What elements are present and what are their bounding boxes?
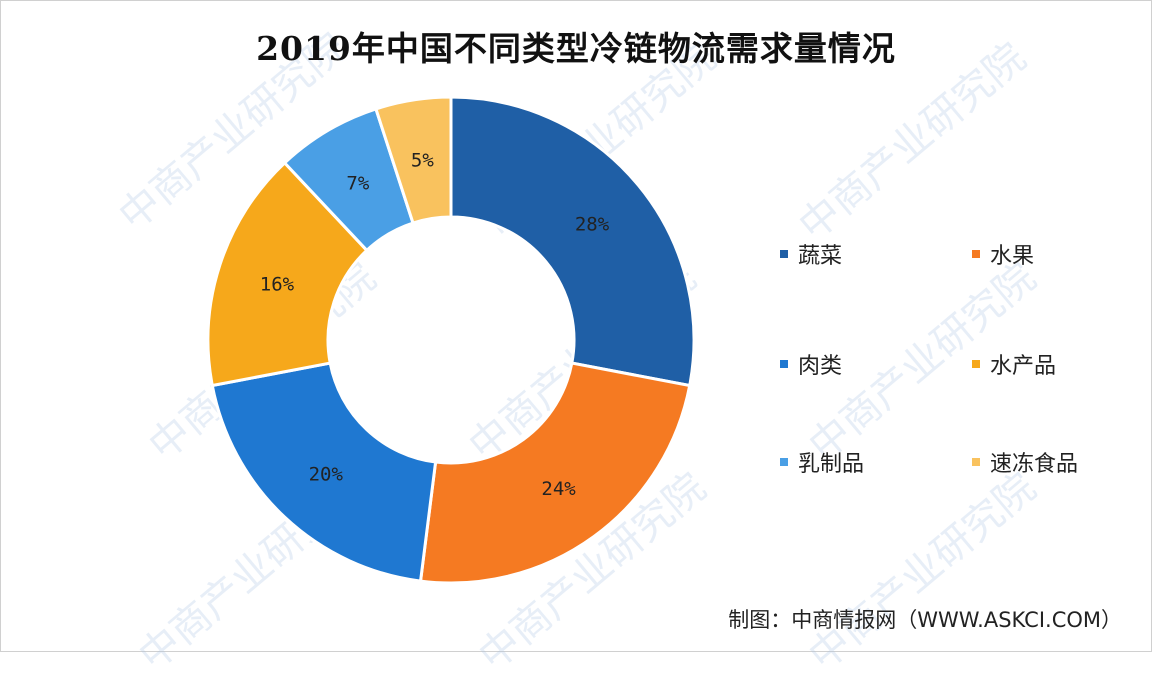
chart-title: 2019年中国不同类型冷链物流需求量情况 [256,29,896,68]
slice-label: 24% [541,478,576,500]
donut-slice-水产品 [206,160,369,388]
slice-label: 5% [411,149,434,171]
legend-label: 速冻食品 [990,452,1079,477]
donut-slice-肉类 [210,361,438,583]
donut-slice-蔬菜 [449,95,696,388]
donut-slice-速冻食品 [374,95,453,225]
donut-chart: 28% 24% 20% 16% 7% 5% [206,95,696,585]
donut-slice-水果 [418,361,692,585]
slice-label: 16% [260,273,295,295]
slice-label: 7% [346,172,369,194]
legend-swatch [972,250,980,258]
slice-label: 28% [575,213,610,235]
legend-swatch [780,458,788,466]
donut-slices [206,95,696,585]
legend-item: 水产品 [972,348,1056,380]
legend-item: 速冻食品 [972,446,1078,478]
legend-swatch [780,250,788,258]
legend-label: 水产品 [990,354,1057,379]
legend-item: 乳制品 [780,446,864,478]
legend-swatch [780,360,788,368]
legend-label: 水果 [990,244,1035,269]
donut-slice-labels: 28% 24% 20% 16% 7% 5% [260,149,610,500]
legend-label: 乳制品 [798,452,865,477]
legend-item: 肉类 [780,348,842,380]
legend-swatch [972,458,980,466]
legend-label: 蔬菜 [798,244,843,269]
source-credit: 制图：中商情报网（WWW.ASKCI.COM） [728,608,1122,632]
slice-label: 20% [309,463,344,485]
legend-item: 水果 [972,238,1034,270]
legend-item: 蔬菜 [780,238,842,270]
legend-swatch [972,360,980,368]
legend-label: 肉类 [798,354,843,379]
